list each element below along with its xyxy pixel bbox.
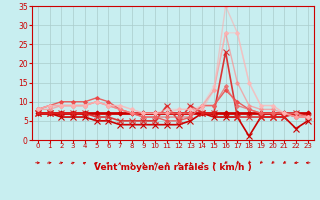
X-axis label: Vent moyen/en rafales ( km/h ): Vent moyen/en rafales ( km/h ) — [94, 163, 252, 172]
